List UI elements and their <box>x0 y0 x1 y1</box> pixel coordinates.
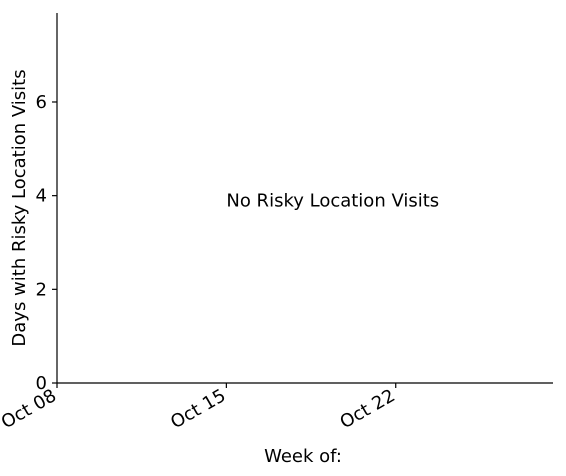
y-tick-label: 6 <box>36 92 47 113</box>
y-tick-label: 2 <box>36 279 47 300</box>
y-axis-label: Days with Risky Location Visits <box>9 69 30 346</box>
x-tick-label: Oct 22 <box>337 385 399 433</box>
y-tick-label: 4 <box>36 186 47 207</box>
no-data-annotation: No Risky Location Visits <box>226 190 439 211</box>
plot-area: 0 2 4 6 Oct 08 Oct 15 Oct 22 No Risky Location … <box>0 13 553 467</box>
x-axis-label: Week of: <box>264 446 342 467</box>
x-tick-label: Oct 08 <box>0 385 60 433</box>
y-tick-label: 0 <box>36 373 47 394</box>
x-tick-label: Oct 15 <box>167 385 229 433</box>
